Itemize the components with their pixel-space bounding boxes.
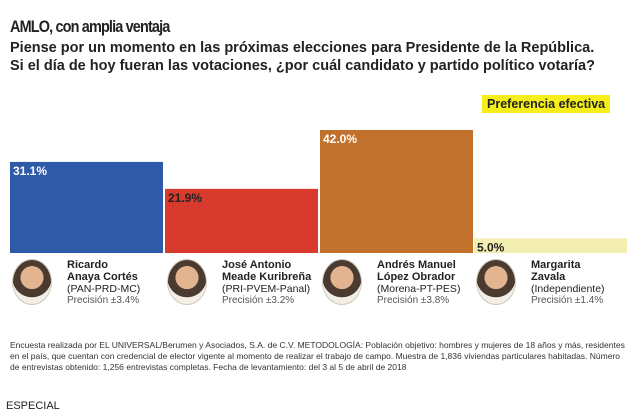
candidate-card: José Antonio Meade Kuribreña (PRI-PVEM-Pa… [167,259,317,309]
bar-label-3: 42.0% [323,132,357,146]
candidate-photo [322,259,362,305]
candidate-party: (PAN-PRD-MC) [67,283,141,295]
candidate-precision: Precisión ±1.4% [531,295,604,306]
candidate-name: Margarita Zavala [531,259,581,283]
bar-4 [474,238,627,253]
bar-label-4: 5.0% [477,240,505,254]
question-line-1: Piense por un momento en las próximas el… [10,40,595,56]
candidate-precision: Precisión ±3.4% [67,295,140,306]
candidate-card: Ricardo Anaya Cortés (PAN-PRD-MC) Precisi… [12,259,162,309]
candidate-precision: Precisión ±3.8% [377,295,450,306]
candidate-name: Andrés Manuel López Obrador [377,259,456,283]
candidate-party: (Independiente) [531,283,605,295]
source-credit: ESPECIAL [6,400,60,412]
candidate-party: (PRI-PVEM-Panal) [222,283,311,295]
candidate-card: Margarita Zavala (Independiente) Precisió… [476,259,626,309]
bar-3 [320,130,473,253]
bar-1 [10,161,163,253]
candidate-name: José Antonio Meade Kuribreña [222,259,312,283]
chart-title: AMLO, con amplia ventaja [10,17,170,36]
legend-label: Preferencia efectiva [482,95,611,113]
methodology-note: Encuesta realizada por EL UNIVERSAL/Beru… [10,340,625,372]
bar-label-1: 31.1% [13,164,47,178]
candidate-card: Andrés Manuel López Obrador (Morena-PT-PE… [322,259,472,309]
candidate-name: Ricardo Anaya Cortés [67,259,138,283]
candidate-photo [476,259,516,305]
bar-2 [165,188,318,253]
candidate-party: (Morena-PT-PES) [377,283,461,295]
bar-label-2: 21.9% [168,191,202,205]
candidate-photo [12,259,52,305]
question-line-2: Si el día de hoy fueran las votaciones, … [10,58,595,74]
candidate-photo [167,259,207,305]
candidate-precision: Precisión ±3.2% [222,295,295,306]
